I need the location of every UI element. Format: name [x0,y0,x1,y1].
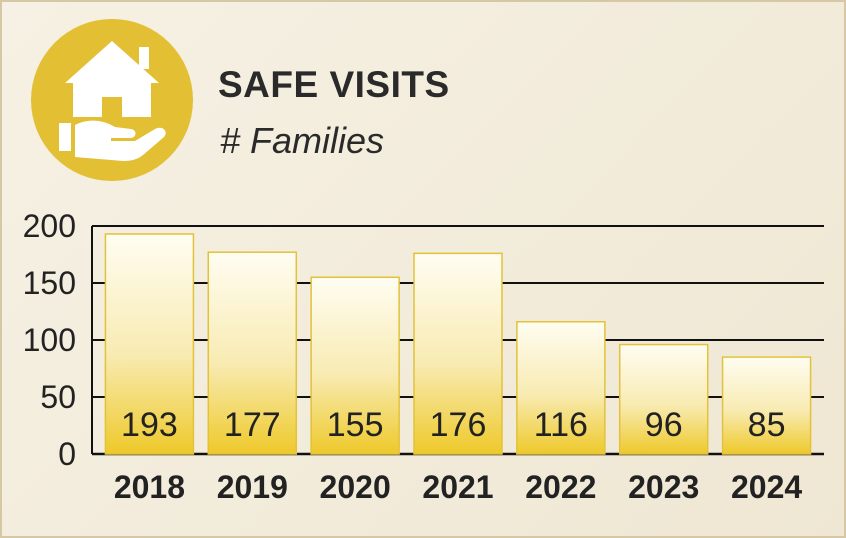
y-tick-label: 50 [40,379,76,415]
house-in-hand-icon [31,19,193,181]
bar [516,321,606,455]
bar [310,276,400,455]
bar-value-label: 96 [645,406,683,444]
bar [413,252,503,455]
bar [104,233,195,455]
y-tick-label: 0 [58,436,76,472]
bar-value-label: 176 [430,406,487,444]
x-tick-label: 2023 [628,469,699,505]
bar-value-label: 193 [121,406,178,444]
y-tick-label: 100 [23,322,76,358]
x-tick-label: 2021 [422,469,493,505]
bars [104,233,812,455]
bar [207,251,298,455]
x-tick-label: 2020 [320,469,391,505]
bar-value-label: 116 [534,406,588,444]
x-tick-label: 2019 [217,469,288,505]
y-tick-label: 200 [23,208,76,244]
bar-value-label: 177 [224,406,281,444]
bar-value-label: 85 [748,406,786,444]
labels: 0 50 100 150 200 193 2018 177 2019 155 2020 176 2021… [23,208,803,505]
x-tick-label: 2018 [114,469,185,505]
chart-title: SAFE VISITS [218,64,450,105]
x-tick-label: 2022 [525,469,596,505]
chart-subtitle: # Families [220,120,385,161]
bar-value-label: 155 [327,406,384,444]
x-tick-label: 2024 [731,469,802,505]
bar [721,356,812,455]
y-tick-label: 150 [23,265,76,301]
bar [618,343,709,455]
